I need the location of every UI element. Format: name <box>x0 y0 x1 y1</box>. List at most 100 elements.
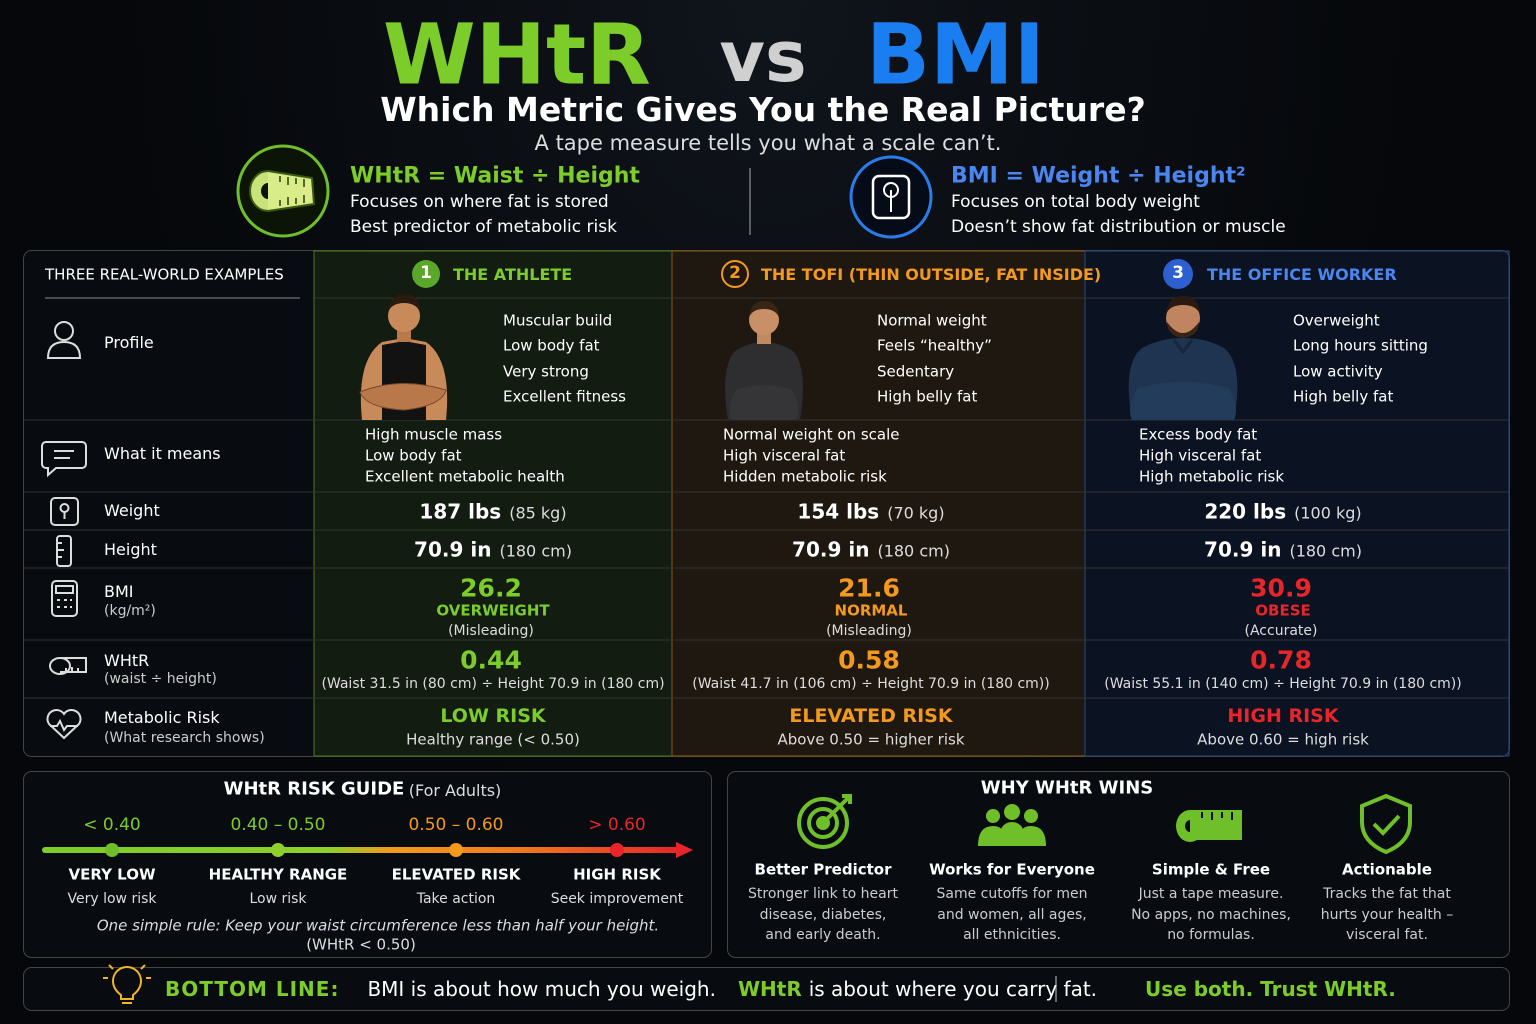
why-icons <box>797 793 1412 855</box>
profile-line: Excellent fitness <box>503 387 626 406</box>
badge <box>721 260 749 288</box>
weight-part: (85 kg) <box>509 503 567 523</box>
guide-rule-detail: (WHtR < 0.50) <box>306 935 416 954</box>
why-panel <box>727 771 1510 958</box>
title-vs: vs <box>719 15 807 98</box>
profile-line: Long hours sitting <box>1293 336 1428 355</box>
why-item-line: disease, diabetes, <box>759 906 887 923</box>
office-figure <box>1128 296 1238 420</box>
bottom-panel <box>23 967 1510 1011</box>
why-item-line: and women, all ages, <box>937 906 1087 923</box>
range: > 0.60 <box>588 815 646 836</box>
bmi-value: 21.6 <box>838 573 900 603</box>
height-part: 70.9 in <box>792 537 870 562</box>
why-item-title: Actionable <box>1342 860 1432 879</box>
row-label: Weight <box>104 500 160 520</box>
why-item-line: Just a tape measure. <box>1138 885 1284 902</box>
title-whtr: WHtR <box>383 5 651 104</box>
column-title: THE OFFICE WORKER <box>1207 264 1397 284</box>
why-item-line: hurts your health – <box>1320 906 1454 923</box>
why-item-title: Simple & Free <box>1151 860 1271 879</box>
why-item-line: all ethnicities. <box>963 926 1061 943</box>
bmi-verdict: (Misleading) <box>448 622 534 639</box>
subtitle: Which Metric Gives You the Real Picture? <box>380 90 1146 130</box>
tofi-figure <box>725 301 803 420</box>
guide-rule: One simple rule: Keep your waist circumf… <box>96 916 660 935</box>
range: 0.40 – 0.50 <box>230 815 326 836</box>
height: 70.9 in (180 cm) <box>414 537 572 562</box>
level-name: HEALTHY RANGE <box>208 865 348 884</box>
whtr-calc: (Waist 55.1 in (140 cm) ÷ Height 70.9 in… <box>1104 675 1462 692</box>
height-part: (180 cm) <box>499 541 572 561</box>
meaning-line: High visceral fat <box>1139 446 1262 465</box>
meaning-line: Hidden metabolic risk <box>723 467 887 486</box>
why-item-line: No apps, no machines, <box>1131 906 1291 923</box>
range: < 0.40 <box>83 815 141 836</box>
profile-line: Sedentary <box>877 361 955 380</box>
profile-line: Overweight <box>1293 311 1380 330</box>
meaning-line: Low body fat <box>365 446 462 465</box>
table-heading: THREE REAL-WORLD EXAMPLES <box>45 265 284 284</box>
bmi-category: OVERWEIGHT <box>436 601 550 620</box>
bmi-category: NORMAL <box>834 601 908 620</box>
why-item-line: Same cutoffs for men <box>936 885 1088 902</box>
why-item-line: visceral fat. <box>1346 926 1428 943</box>
row-label: BMI <box>104 581 134 601</box>
weight: 220 lbs (100 kg) <box>1204 499 1362 524</box>
weight: 187 lbs (85 kg) <box>419 500 567 524</box>
tagline: A tape measure tells you what a scale ca… <box>534 130 1002 155</box>
formula-line: Focuses on total body weight <box>951 192 1200 213</box>
formula: BMI = Weight ÷ Height² <box>951 163 1246 189</box>
row-label: WHtR <box>104 650 150 670</box>
bottom-term: WHtR <box>737 977 802 1001</box>
column-bg <box>1084 250 1510 757</box>
weight-part: (100 kg) <box>1294 503 1362 523</box>
bottom-verdict: Use both. Trust WHtR. <box>1145 977 1396 1001</box>
why-item-title: Better Predictor <box>754 860 892 879</box>
level-name: HIGH RISK <box>573 865 661 884</box>
bmi-value: 30.9 <box>1250 573 1312 603</box>
meaning-line: High visceral fat <box>723 446 846 465</box>
why-item-line: Stronger link to heart <box>748 885 898 902</box>
bmi-verdict: (Accurate) <box>1244 622 1318 639</box>
formula-line: Focuses on where fat is stored <box>350 192 609 213</box>
bmi-verdict: (Misleading) <box>826 622 912 639</box>
level-note: Very low risk <box>67 890 157 907</box>
risk-note: Above 0.50 = higher risk <box>777 730 965 749</box>
meaning-line: Excellent metabolic health <box>365 467 565 486</box>
column-title: THE TOFI (THIN OUTSIDE, FAT INSIDE) <box>761 264 1102 284</box>
height: 70.9 in (180 cm) <box>1204 538 1362 562</box>
whtr-calc: (Waist 41.7 in (106 cm) ÷ Height 70.9 in… <box>692 675 1050 692</box>
bulb-icon <box>103 964 151 1004</box>
bottom-text: is about where you carry fat. <box>808 977 1098 1001</box>
meaning-line: Excess body fat <box>1139 425 1258 444</box>
risk-level: ELEVATED RISK <box>789 705 953 728</box>
height-part: (180 cm) <box>1289 541 1362 561</box>
why-item-line: and early death. <box>765 926 881 943</box>
row-icons <box>41 321 87 740</box>
level-note: Take action <box>416 890 496 907</box>
whtr-value: 0.78 <box>1250 645 1312 675</box>
weight-part: 154 lbs <box>797 499 880 524</box>
profile-line: Normal weight <box>877 311 987 330</box>
formula-line: Doesn’t show fat distribution or muscle <box>951 217 1286 238</box>
weight-part: 220 lbs <box>1204 499 1287 524</box>
range: 0.50 – 0.60 <box>408 815 504 836</box>
whtr-calc: (Waist 31.5 in (80 cm) ÷ Height 70.9 in … <box>321 675 665 692</box>
height-part: 70.9 in <box>414 537 492 562</box>
risk-note: Healthy range (< 0.50) <box>406 730 580 749</box>
guide-panel <box>23 771 712 958</box>
whtr-value: 0.44 <box>460 645 522 675</box>
profile-line: Very strong <box>503 361 589 380</box>
bottom-text: BMI is about how much you weigh. <box>367 977 716 1001</box>
risk-level: HIGH RISK <box>1227 705 1339 728</box>
height-part: (180 cm) <box>877 541 950 561</box>
row-unit: (kg/m²) <box>104 602 156 619</box>
why-item-title: Works for Everyone <box>929 860 1095 879</box>
row-unit: (waist ÷ height) <box>104 670 217 687</box>
bmi-value: 26.2 <box>460 573 522 603</box>
row-label: Profile <box>104 332 154 352</box>
risk-scale <box>42 842 693 858</box>
